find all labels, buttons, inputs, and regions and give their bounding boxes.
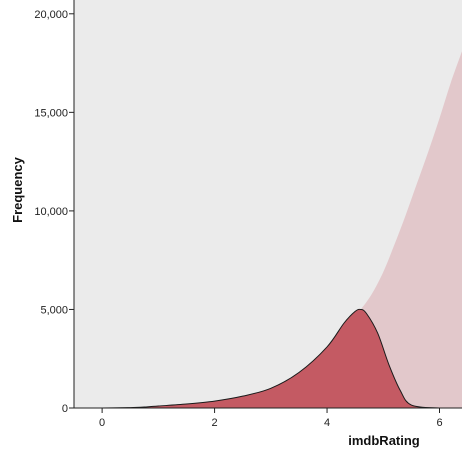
x-tick-label: 2 [212,417,218,429]
x-tick-label: 0 [99,417,105,429]
y-axis-title: Frequency [10,156,25,223]
y-tick-label: 15,000 [34,107,68,119]
y-tick-label: 20,000 [34,9,68,21]
y-tick-label: 5,000 [40,304,68,316]
x-axis-title: imdbRating [348,433,420,448]
focus-density-line [74,308,462,409]
focus-density-area [74,309,462,408]
x-tick-label: 6 [436,417,442,429]
y-tick-label: 0 [62,403,68,415]
x-tick-label: 4 [324,417,330,429]
y-tick-label: 10,000 [34,206,68,218]
